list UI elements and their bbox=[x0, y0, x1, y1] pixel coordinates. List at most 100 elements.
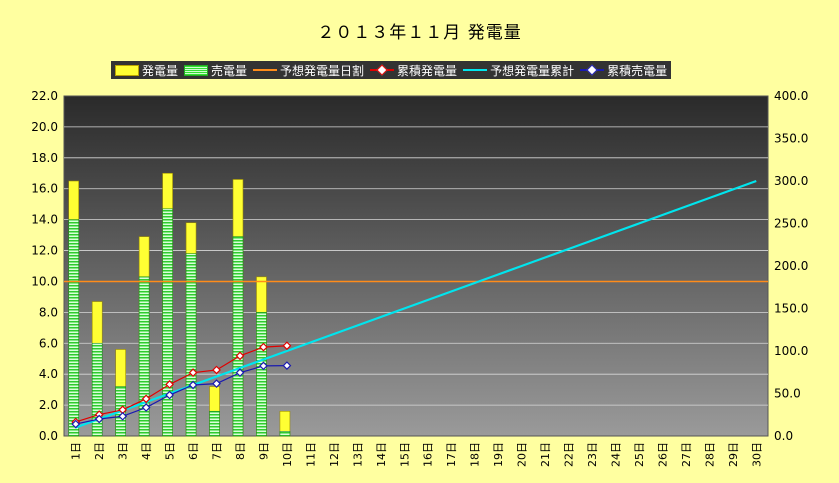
bar-sell bbox=[256, 312, 267, 437]
x-tick-label: 3日 bbox=[117, 442, 130, 460]
legend-swatch-daily-target bbox=[253, 69, 278, 71]
legend-item-gen: 発電量 bbox=[115, 62, 178, 79]
x-tick-label: 30日 bbox=[750, 442, 763, 467]
right-y-tick-label: 350.0 bbox=[774, 132, 808, 146]
legend-item-cum-gen: 累積発電量 bbox=[370, 62, 457, 79]
x-tick-label: 16日 bbox=[422, 442, 435, 467]
x-tick-label: 17日 bbox=[445, 442, 458, 467]
x-tick-label: 28日 bbox=[703, 442, 716, 467]
left-y-tick-label: 8.0 bbox=[39, 305, 58, 319]
x-tick-label: 20日 bbox=[516, 442, 529, 467]
point-cum-gen bbox=[235, 351, 245, 361]
x-tick-label: 11日 bbox=[304, 442, 317, 467]
legend-swatch-cum-sell bbox=[580, 64, 605, 76]
plot-area bbox=[63, 95, 769, 437]
point-cum-gen bbox=[165, 380, 174, 389]
legend-swatch-gen bbox=[115, 64, 139, 76]
point-cum-sell bbox=[282, 361, 292, 371]
x-tick-label: 4日 bbox=[140, 442, 153, 460]
left-y-tick-label: 2.0 bbox=[39, 398, 58, 412]
point-cum-sell bbox=[118, 411, 128, 421]
line-cum-gen bbox=[75, 345, 287, 423]
x-tick-label: 19日 bbox=[492, 442, 505, 467]
left-y-tick-label: 18.0 bbox=[31, 151, 58, 165]
x-tick-label: 29日 bbox=[727, 442, 740, 467]
left-y-tick-label: 10.0 bbox=[31, 274, 58, 288]
bar-sell bbox=[91, 342, 103, 437]
left-y-tick-label: 20.0 bbox=[31, 120, 58, 134]
left-y-tick-label: 6.0 bbox=[39, 336, 58, 350]
legend-swatch-cum-gen bbox=[370, 64, 395, 76]
right-y-tick-label: 200.0 bbox=[774, 259, 808, 273]
point-cum-sell bbox=[259, 361, 268, 371]
x-tick-label: 2日 bbox=[93, 442, 106, 460]
point-cum-gen bbox=[141, 394, 151, 404]
point-cum-gen bbox=[188, 368, 198, 378]
left-y-tick-label: 16.0 bbox=[31, 182, 58, 196]
point-cum-gen bbox=[282, 341, 292, 351]
right-y-tick-label: 250.0 bbox=[774, 217, 808, 231]
legend-swatch-sell bbox=[184, 64, 209, 76]
left-y-tick-label: 22.0 bbox=[31, 89, 58, 103]
left-y-tick-label: 0.0 bbox=[39, 429, 58, 443]
legend-label-cum-target: 予想発電量累計 bbox=[490, 63, 575, 78]
legend-label-cum-gen: 累積発電量 bbox=[397, 63, 458, 78]
legend-label-gen: 発電量 bbox=[142, 63, 179, 78]
right-y-tick-label: 50.0 bbox=[774, 387, 801, 401]
point-cum-sell bbox=[212, 379, 221, 389]
right-y-tick-label: 100.0 bbox=[774, 344, 808, 358]
right-y-tick-label: 150.0 bbox=[774, 302, 808, 316]
right-y-tick-label: 400.0 bbox=[774, 89, 808, 103]
legend-item-cum-target: 予想発電量累計 bbox=[463, 62, 574, 79]
right-y-tick-label: 0.0 bbox=[774, 429, 793, 443]
x-tick-label: 10日 bbox=[281, 442, 294, 467]
bar-sell bbox=[162, 208, 173, 437]
bar-sell bbox=[185, 253, 197, 437]
x-tick-label: 27日 bbox=[680, 442, 693, 467]
x-tick-label: 25日 bbox=[633, 442, 646, 467]
bar-sell bbox=[279, 431, 291, 437]
x-tick-label: 8日 bbox=[234, 442, 247, 460]
line-cum-sell bbox=[75, 365, 287, 425]
point-cum-gen bbox=[94, 410, 104, 419]
legend-label-sell: 売電量 bbox=[211, 63, 248, 78]
x-tick-label: 22日 bbox=[563, 442, 576, 467]
point-cum-sell bbox=[94, 414, 104, 424]
point-cum-sell bbox=[188, 380, 198, 390]
point-cum-sell bbox=[71, 419, 81, 429]
x-tick-label: 6日 bbox=[187, 442, 200, 460]
point-cum-gen bbox=[118, 405, 128, 415]
chart-title: ２０１３年１１月 発電量 bbox=[317, 23, 522, 43]
x-tick-label: 24日 bbox=[609, 442, 622, 467]
point-cum-sell bbox=[141, 403, 151, 412]
point-cum-sell bbox=[165, 390, 174, 400]
bar-sell bbox=[209, 410, 220, 437]
left-y-tick-label: 12.0 bbox=[31, 244, 58, 258]
x-tick-label: 23日 bbox=[586, 442, 599, 467]
right-y-tick-label: 300.0 bbox=[774, 174, 808, 188]
x-tick-label: 1日 bbox=[70, 442, 83, 460]
legend-item-cum-sell: 累積売電量 bbox=[580, 62, 667, 79]
x-tick-label: 7日 bbox=[211, 442, 224, 460]
chart-legend: 発電量 売電量 予想発電量日割 累積発電量 予想発電量累計 累積売電量 bbox=[111, 61, 672, 79]
x-tick-label: 13日 bbox=[351, 442, 364, 467]
bar-sell bbox=[68, 219, 80, 437]
bar-sell bbox=[138, 276, 150, 437]
legend-label-daily-target: 予想発電量日割 bbox=[280, 63, 365, 78]
legend-item-sell: 売電量 bbox=[184, 62, 247, 79]
x-tick-label: 18日 bbox=[469, 442, 482, 467]
x-tick-label: 21日 bbox=[539, 442, 552, 467]
legend-swatch-cum-target bbox=[463, 69, 488, 71]
left-y-tick-label: 4.0 bbox=[39, 367, 58, 381]
x-tick-label: 12日 bbox=[328, 442, 341, 467]
x-tick-label: 5日 bbox=[164, 442, 177, 460]
x-tick-label: 26日 bbox=[656, 442, 669, 467]
left-y-tick-label: 14.0 bbox=[31, 213, 58, 227]
point-cum-gen bbox=[212, 365, 221, 375]
point-cum-gen bbox=[259, 342, 268, 352]
legend-item-daily-target: 予想発電量日割 bbox=[253, 62, 364, 79]
legend-label-cum-sell: 累積売電量 bbox=[607, 63, 668, 78]
x-tick-label: 14日 bbox=[375, 442, 388, 467]
bar-sell bbox=[232, 236, 244, 437]
